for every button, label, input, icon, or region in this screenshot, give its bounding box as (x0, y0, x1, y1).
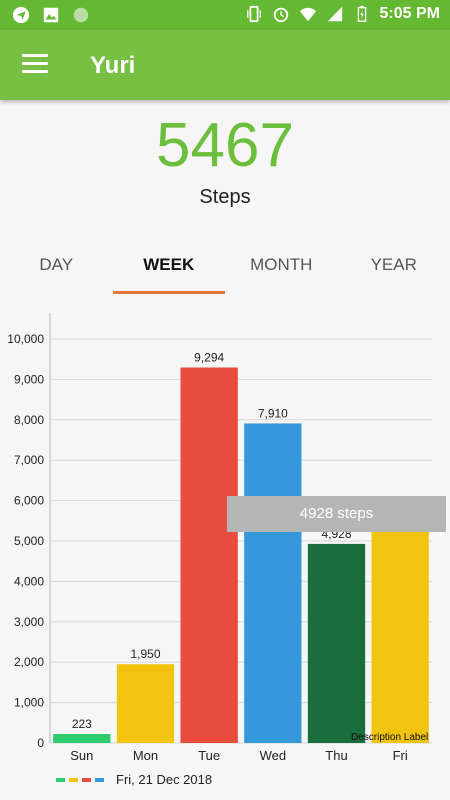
app-bar: Yuri (0, 30, 450, 100)
legend-swatch (82, 777, 91, 782)
y-tick-label: 5,000 (14, 534, 44, 548)
legend-swatch (95, 777, 104, 782)
bar-sun[interactable] (53, 733, 111, 743)
y-tick-label: 6,000 (14, 494, 44, 508)
legend-swatch (56, 777, 65, 782)
tab-month[interactable]: MONTH (250, 255, 313, 274)
x-tick-label: Thu (325, 748, 347, 763)
hamburger-menu-icon[interactable] (22, 54, 48, 76)
bar-mon[interactable] (116, 664, 175, 743)
weekly-steps-chart[interactable]: 0 1,000 2,000 3,000 4,000 5,000 6,000 7,000 8,00… (0, 305, 450, 770)
signal-icon (327, 6, 342, 22)
bar-thu[interactable] (307, 543, 366, 743)
tab-week[interactable]: WEEK (112, 242, 226, 294)
x-tick-label: Tue (198, 748, 220, 763)
status-time: 5:05 PM (379, 5, 440, 22)
tab-day[interactable]: DAY (39, 255, 74, 274)
step-count-label: Steps (199, 186, 251, 208)
bar-tooltip: 4928 steps (227, 496, 446, 532)
y-tick-label: 4,000 (14, 574, 44, 588)
battery-icon (357, 5, 366, 22)
bar-wed[interactable] (244, 423, 302, 743)
y-tick-label: 9,000 (14, 372, 44, 386)
vibrate-icon (246, 5, 261, 23)
status-bar: 5:05 PM (0, 0, 450, 30)
x-tick-label: Mon (133, 748, 158, 763)
y-tick-label: 10,000 (7, 332, 44, 346)
chart-svg: 0 1,000 2,000 3,000 4,000 5,000 6,000 7,000 8,00… (7, 313, 432, 763)
alarm-icon (273, 7, 288, 23)
bar-value-label: 9,294 (194, 351, 224, 365)
x-tick-label: Fri (393, 748, 408, 763)
y-tick-label: 0 (37, 736, 44, 750)
image-icon (43, 7, 59, 23)
bar-value-label: 1,950 (130, 647, 160, 661)
period-tabs: DAY WEEK MONTH YEAR (0, 242, 450, 294)
wifi-icon (299, 7, 316, 22)
y-tick-label: 2,000 (14, 655, 44, 669)
y-tick-label: 7,000 (14, 453, 44, 467)
x-tick-label: Sun (70, 748, 93, 763)
chart-legend: Fri, 21 Dec 2018 (56, 772, 212, 787)
legend-label: Fri, 21 Dec 2018 (116, 772, 213, 787)
legend-swatch (69, 777, 78, 782)
y-tick-label: 8,000 (14, 413, 44, 427)
app-title: Yuri (90, 52, 136, 79)
bar-value-label: 223 (72, 717, 92, 731)
y-tick-label: 3,000 (14, 615, 44, 629)
telegram-icon (12, 6, 30, 24)
y-tick-label: 1,000 (14, 696, 44, 710)
bar-value-label: 7,910 (258, 406, 288, 420)
tab-year[interactable]: YEAR (370, 255, 417, 274)
circle-icon (73, 7, 89, 23)
bar-tue[interactable] (180, 367, 238, 743)
step-count: 5467 (156, 111, 294, 180)
chart-description-label: Description Label (351, 732, 429, 743)
bar-fri[interactable] (371, 522, 429, 743)
x-tick-label: Wed (260, 748, 287, 763)
